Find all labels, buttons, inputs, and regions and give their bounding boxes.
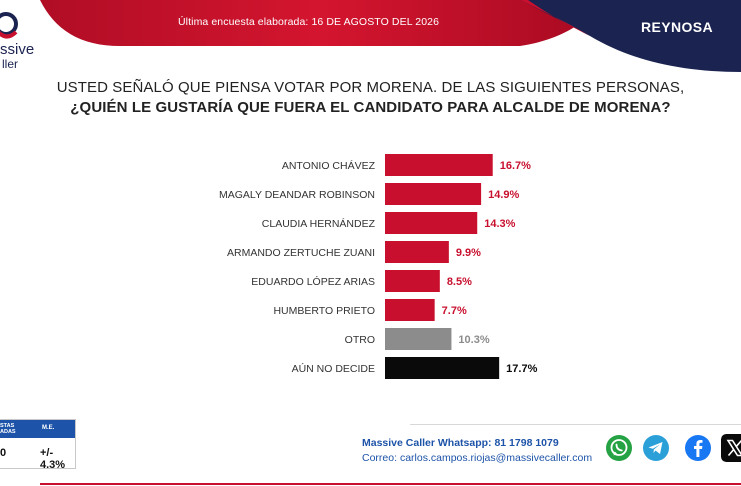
data-label: 17.7% [506,363,537,375]
category-label: ARMANDO ZERTUCHE ZUANI [227,247,375,259]
facebook-icon[interactable] [684,434,712,462]
sample-info-header-1: STAS ADAS [0,423,16,435]
bar [385,299,435,321]
header-shape [40,0,741,72]
data-label: 8.5% [447,276,472,288]
category-label: MAGALY DEANDAR ROBINSON [219,189,375,201]
question-line2: ¿QUIÉN LE GUSTARÍA QUE FUERA EL CANDIDAT… [70,99,671,116]
telegram-icon[interactable] [642,434,670,462]
contact-divider [410,424,741,425]
bar-chart: ANTONIO CHÁVEZ 16.7% MAGALY DEANDAR ROBINS… [219,154,538,379]
bar [385,154,493,176]
whatsapp-icon[interactable] [605,434,633,462]
whatsapp-contact: Massive Caller Whatsapp: 81 1798 1079 [362,437,559,449]
category-label: ANTONIO CHÁVEZ [282,159,376,172]
header-banner [0,0,741,80]
data-label: 14.3% [484,218,515,230]
data-label: 7.7% [442,305,467,317]
region-title: REYNOSA [641,19,714,35]
bar [385,241,449,263]
sample-info-header-2: M.E. [42,425,55,431]
sample-size-value: 0 [0,447,7,459]
category-label: HUMBERTO PRIETO [273,305,375,317]
sample-info-box: STAS ADAS M.E. 0 +/- 4.3% [0,419,76,471]
bar [385,328,452,350]
bar [385,183,482,205]
logo-text-line1: ssive [0,41,35,58]
logo-text-line2: ller [2,57,19,71]
survey-date: Última encuesta elaborada: 16 DE AGOSTO … [178,16,440,28]
category-label: EDUARDO LÓPEZ ARIAS [251,275,375,288]
category-label: CLAUDIA HERNÁNDEZ [262,217,376,230]
category-label: OTRO [345,334,375,346]
bar [385,212,478,234]
x-icon[interactable] [721,434,741,462]
data-label: 10.3% [458,334,489,346]
category-label: AÚN NO DECIDE [292,362,375,375]
bar [385,270,440,292]
margin-of-error-value: +/- 4.3% [40,447,66,471]
logo-mark-icon [0,12,18,39]
email-contact: Correo: carlos.campos.riojas@massivecall… [362,452,592,464]
sample-info-header: STAS ADAS M.E. [0,420,75,438]
footer-red-line [40,483,741,485]
data-label: 9.9% [456,247,481,259]
data-label: 14.9% [488,189,519,201]
bar [385,357,500,379]
question-line1: USTED SEÑALÓ QUE PIENSA VOTAR POR MORENA… [56,79,685,96]
data-label: 16.7% [500,160,531,172]
email-address[interactable]: carlos.campos.riojas@massivecaller.com [399,452,593,464]
email-label: Correo: [362,452,398,464]
